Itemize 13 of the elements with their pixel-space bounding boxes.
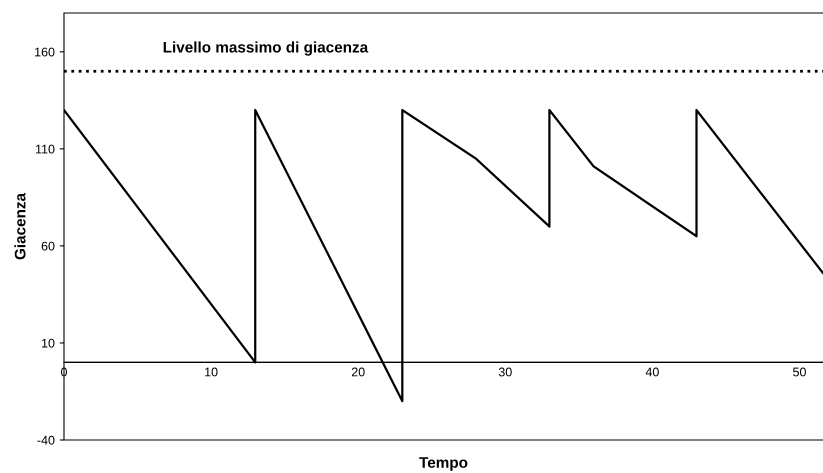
x-tick-label: 10 [205,368,218,376]
x-tick-label: 50 [793,368,806,376]
y-tick-label: -40 [37,436,54,445]
x-axis-title: Tempo [419,457,468,471]
y-tick-label: 10 [42,338,54,348]
x-tick-label: 30 [498,368,512,376]
y-tick-label: 110 [36,144,54,154]
y-tick-label: 160 [35,48,54,56]
y-axis-title: Giacenza [14,192,26,260]
x-tick-label: 40 [646,368,659,376]
x-tick-label: 20 [352,368,365,376]
y-tick-label: 60 [42,242,54,251]
ref-line-label: Livello massimo di giacenza [164,41,368,56]
